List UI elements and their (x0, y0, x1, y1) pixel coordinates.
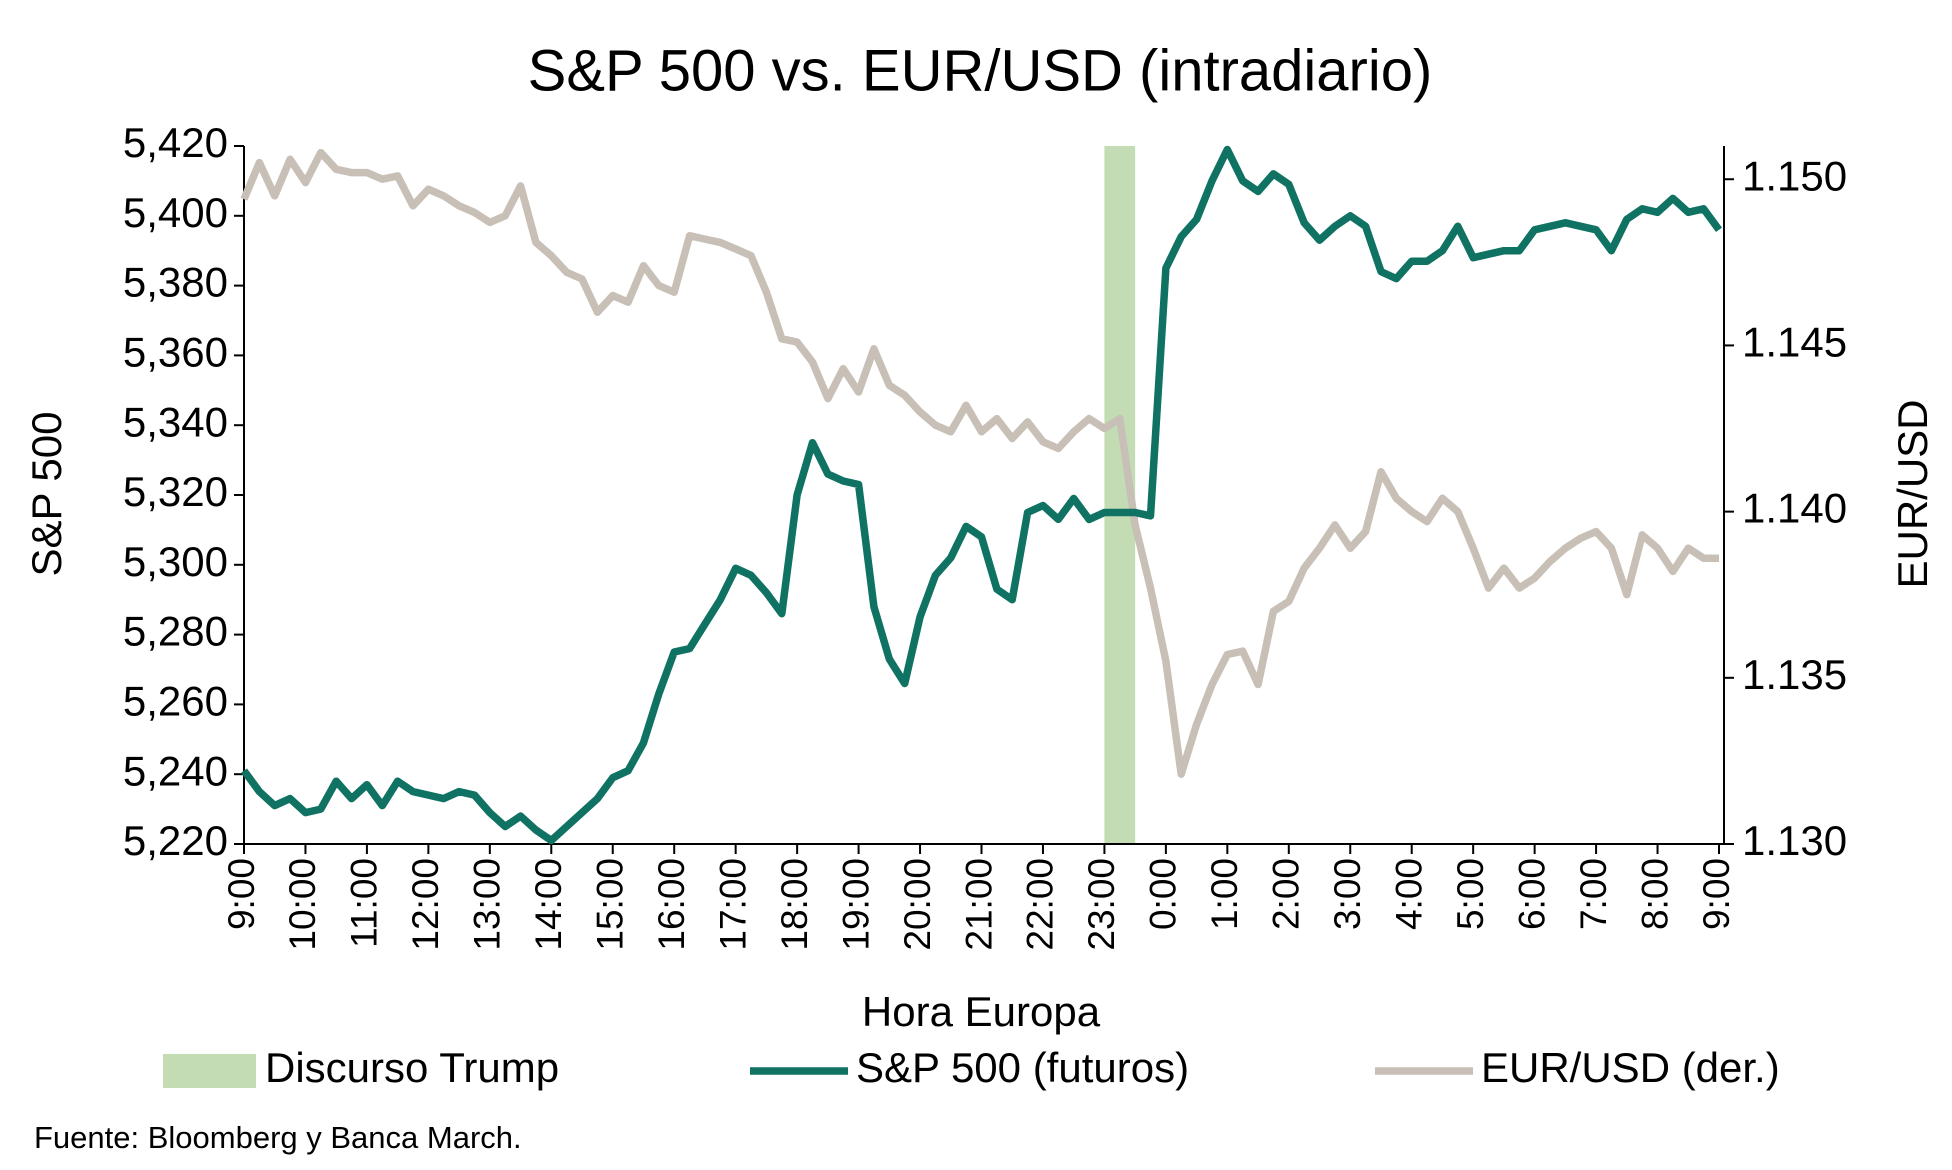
legend-label: EUR/USD (der.) (1481, 1044, 1780, 1091)
x-tick-label: 9:00 (1696, 858, 1737, 930)
x-tick-label: 22:00 (1020, 858, 1061, 951)
chart-title: S&P 500 vs. EUR/USD (intradiario) (528, 38, 1433, 103)
y2-tick-label: 1.145 (1742, 319, 1847, 366)
y-tick-label: 5,360 (123, 328, 228, 375)
x-tick-label: 6:00 (1511, 858, 1552, 930)
y-tick-label: 5,300 (123, 538, 228, 585)
x-tick-label: 14:00 (528, 858, 569, 951)
x-tick-label: 13:00 (467, 858, 508, 951)
x-tick-label: 9:00 (221, 858, 262, 930)
y-tick-label: 5,260 (123, 677, 228, 724)
x-tick-label: 15:00 (590, 858, 631, 951)
y-tick-label: 5,340 (123, 398, 228, 445)
x-tick-label: 23:00 (1081, 858, 1122, 951)
legend-label: Discurso Trump (265, 1044, 559, 1091)
x-tick-label: 10:00 (282, 858, 323, 951)
x-tick-label: 5:00 (1450, 858, 1491, 930)
x-tick-label: 1:00 (1204, 858, 1245, 930)
legend-swatch (163, 1054, 256, 1088)
x-tick-label: 4:00 (1388, 858, 1429, 930)
y2-tick-label: 1.150 (1742, 152, 1847, 199)
x-tick-label: 12:00 (405, 858, 446, 951)
series-line (240, 145, 1723, 845)
y-tick-label: 5,320 (123, 468, 228, 515)
x-tick-label: 8:00 (1634, 858, 1675, 930)
x-tick-label: 17:00 (712, 858, 753, 951)
y-tick-label: 5,220 (123, 817, 228, 864)
x-tick-label: 18:00 (774, 858, 815, 951)
y2-tick-label: 1.130 (1742, 817, 1847, 864)
x-tick-label: 16:00 (651, 858, 692, 951)
x-tick-label: 19:00 (835, 858, 876, 951)
x-tick-label: 21:00 (958, 858, 999, 951)
x-axis-title: Hora Europa (862, 988, 1101, 1035)
y-tick-label: 5,400 (123, 189, 228, 236)
y2-tick-label: 1.140 (1742, 485, 1847, 532)
x-tick-label: 3:00 (1327, 858, 1368, 930)
y-tick-label: 5,380 (123, 259, 228, 306)
x-tick-label: 11:00 (344, 858, 385, 948)
y-tick-label: 5,280 (123, 608, 228, 655)
legend-label: S&P 500 (futuros) (856, 1044, 1189, 1091)
x-tick-label: 0:00 (1143, 858, 1184, 930)
series-line (240, 148, 1719, 778)
y2-axis-title: EUR/USD (1889, 399, 1936, 588)
x-tick-label: 20:00 (897, 858, 938, 951)
y-tick-label: 5,240 (123, 747, 228, 794)
y2-tick-label: 1.135 (1742, 651, 1847, 698)
source-note: Fuente: Bloomberg y Banca March. (34, 1120, 522, 1155)
y-axis-title: S&P 500 (23, 411, 70, 576)
x-tick-label: 2:00 (1266, 858, 1307, 930)
x-tick-label: 7:00 (1573, 858, 1614, 930)
y-tick-label: 5,420 (123, 119, 228, 166)
